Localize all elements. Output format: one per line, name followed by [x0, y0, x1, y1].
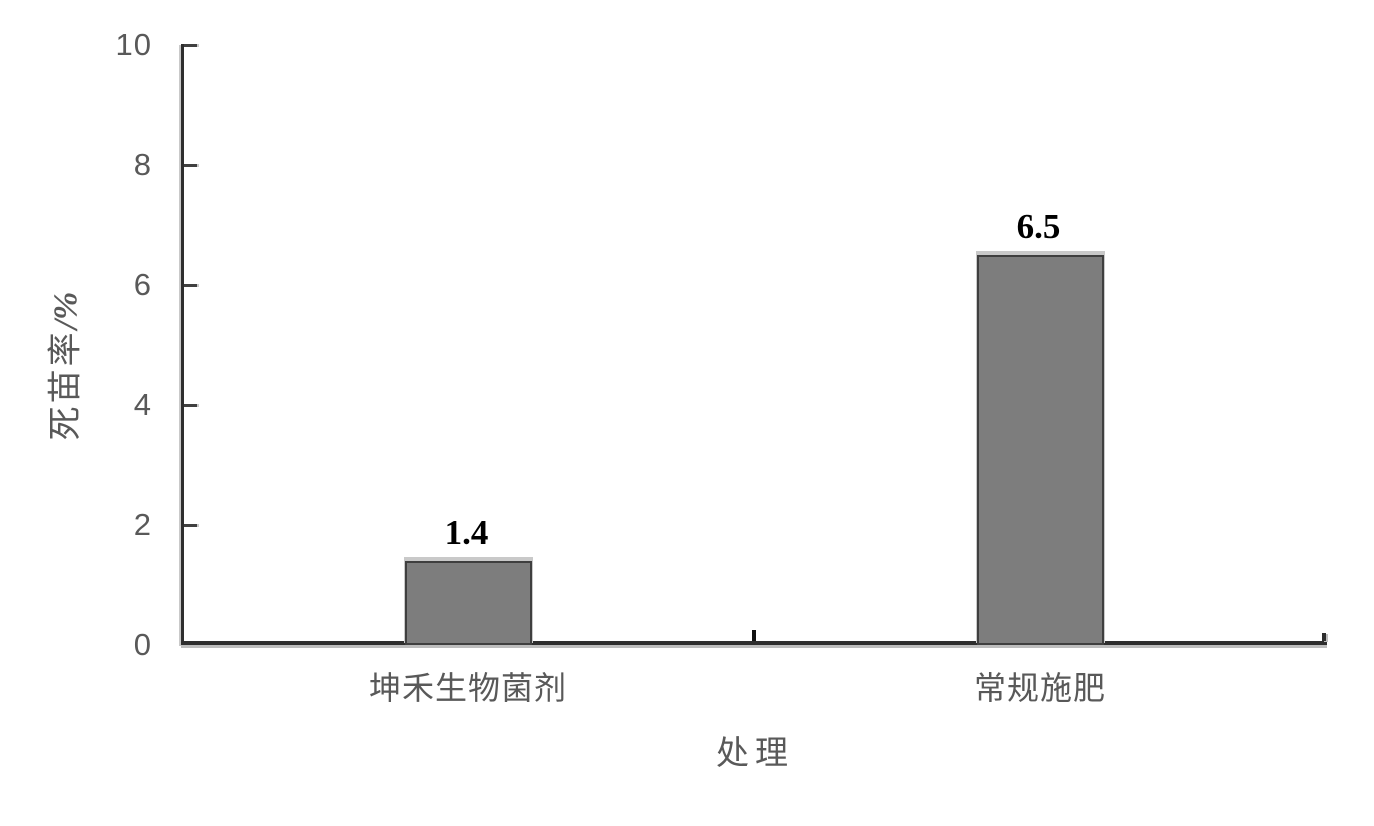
- y-axis-title-text: 死苗率: [46, 329, 85, 441]
- y-axis-line: [181, 44, 184, 645]
- y-tick-label: 4: [133, 387, 152, 422]
- x-axis-title: 处理: [716, 734, 794, 771]
- y-tick-mark: [184, 524, 197, 527]
- y-tick-mark: [184, 164, 197, 167]
- y-tick-label: 6: [133, 267, 152, 302]
- y-tick-mark: [184, 404, 197, 407]
- bar-value-label: 6.5: [1016, 207, 1061, 246]
- y-tick-label: 0: [133, 627, 152, 662]
- y-tick-label: 8: [133, 147, 152, 182]
- x-tick-mark-mid: [752, 630, 756, 641]
- bar-conventional-fertilization: [977, 255, 1104, 645]
- y-tick-label: 2: [133, 507, 152, 542]
- y-tick-label: 10: [115, 27, 152, 62]
- y-tick-mark: [184, 44, 197, 47]
- x-tick-mark-end: [1322, 633, 1326, 641]
- bar-kunhe-biofertilizer: [405, 561, 532, 645]
- bar-value-label: 1.4: [444, 513, 489, 552]
- y-tick-mark: [184, 284, 197, 287]
- category-label-conventional-fertilization: 常规施肥: [973, 670, 1106, 706]
- x-axis-line: [181, 641, 1327, 645]
- category-label-kunhe-biofertilizer: 坤禾生物菌剂: [368, 670, 567, 706]
